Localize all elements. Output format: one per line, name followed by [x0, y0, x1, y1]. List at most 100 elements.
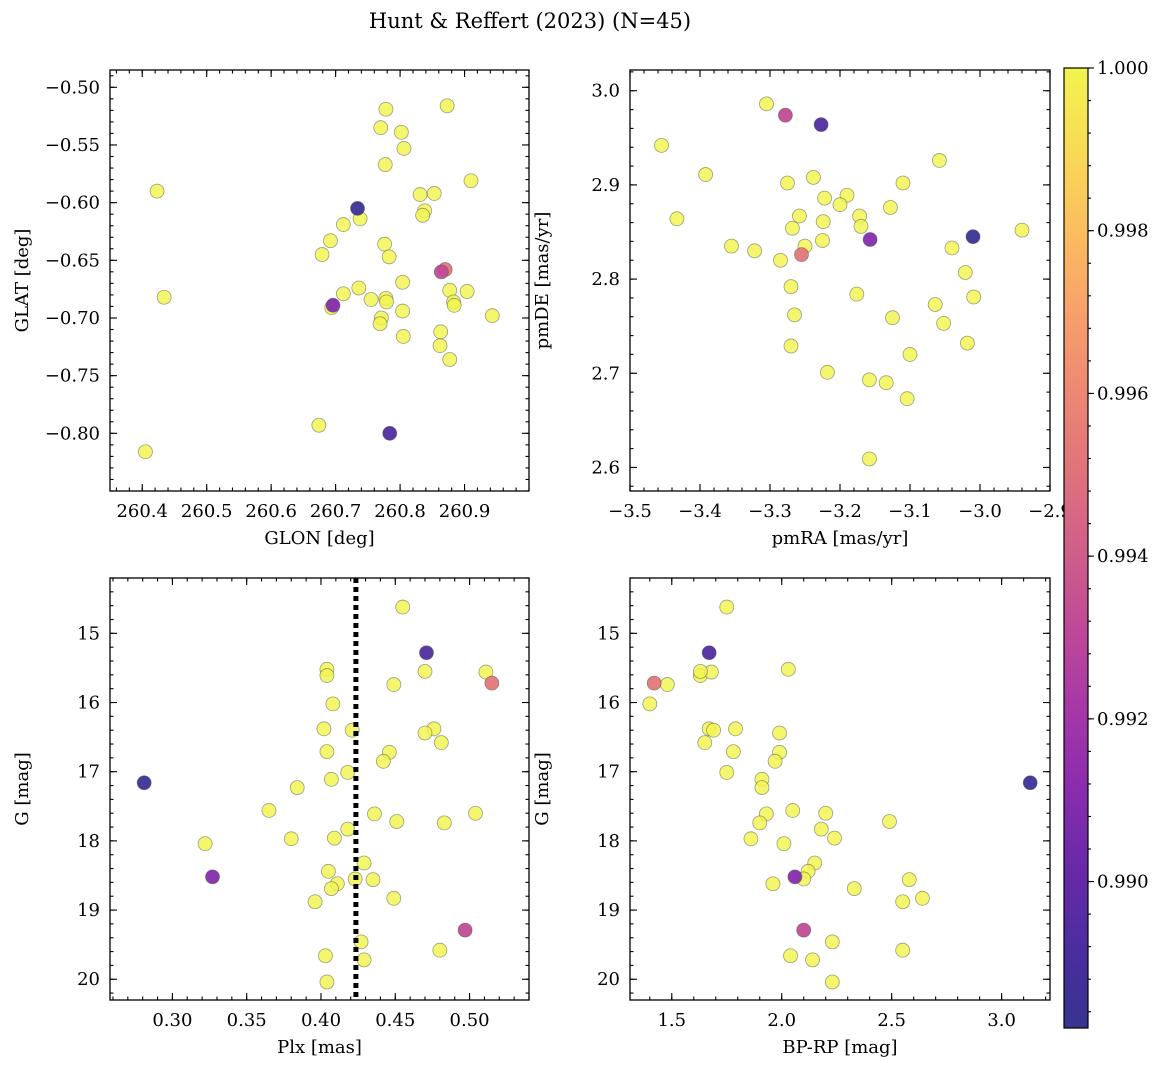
data-point	[773, 252, 788, 268]
x-tick-label: 2.0	[767, 1010, 796, 1031]
figure-title: Hunt & Reffert (2023) (N=45)	[369, 9, 691, 33]
data-point	[386, 890, 402, 906]
data-point	[817, 190, 832, 206]
data-point	[395, 274, 411, 290]
data-point	[463, 173, 479, 189]
data-point	[659, 677, 675, 692]
x-tick-label: −3.2	[818, 501, 862, 522]
y-tick-label: 2.9	[591, 175, 620, 196]
data-point	[382, 425, 398, 441]
data-point	[197, 836, 213, 852]
data-point	[138, 444, 153, 460]
data-point	[960, 335, 975, 351]
y-tick-label: 19	[597, 900, 620, 921]
data-point	[719, 764, 735, 780]
data-point	[759, 96, 774, 112]
data-point	[654, 137, 669, 153]
y-tick-label: −0.75	[45, 366, 100, 387]
data-point	[895, 894, 911, 910]
data-point	[381, 249, 397, 265]
x-tick-label: 260.7	[310, 501, 362, 522]
y-tick-label: 19	[77, 900, 100, 921]
data-point	[965, 229, 981, 245]
y-axis-label: pmDE [mas/yr]	[532, 212, 553, 350]
data-point	[375, 753, 391, 769]
y-tick-label: 15	[597, 623, 620, 644]
data-point	[314, 247, 330, 262]
data-point	[373, 120, 389, 136]
data-point	[698, 167, 713, 182]
data-point	[747, 243, 762, 259]
data-point	[824, 934, 840, 950]
data-point	[323, 771, 339, 787]
data-point	[706, 722, 721, 738]
data-point	[818, 805, 834, 821]
data-point	[915, 890, 930, 906]
data-point	[136, 775, 152, 791]
data-point	[778, 107, 793, 123]
data-point	[311, 417, 327, 433]
data-point	[377, 236, 393, 252]
data-point	[669, 211, 685, 227]
x-tick-label: 260.4	[116, 501, 168, 522]
data-point	[697, 735, 713, 751]
data-point	[323, 881, 339, 897]
data-point	[927, 297, 943, 312]
colorbar-tick-label: 0.990	[1097, 872, 1149, 893]
y-tick-label: 16	[77, 693, 100, 714]
x-tick-label: −3.4	[678, 501, 722, 522]
data-point	[813, 821, 829, 837]
data-point	[432, 942, 448, 958]
data-point	[395, 303, 411, 319]
data-point	[815, 214, 831, 230]
x-tick-label: −3.5	[608, 501, 652, 522]
y-tick-label: 17	[597, 762, 620, 783]
data-point	[743, 831, 759, 847]
data-point	[442, 352, 458, 367]
data-point	[902, 347, 918, 362]
data-point	[642, 696, 658, 712]
colorbar: 0.990 0.992 0.994 0.996 0.998 1.000	[1063, 58, 1149, 1029]
data-point	[767, 753, 783, 769]
data-point	[895, 942, 911, 958]
y-tick-label: −0.50	[45, 77, 100, 98]
data-point	[862, 372, 877, 388]
x-tick-label: 0.45	[375, 1010, 415, 1031]
data-point	[468, 805, 483, 821]
data-point	[395, 329, 411, 344]
data-point	[725, 744, 741, 760]
x-tick-label: 260.8	[374, 501, 426, 522]
colorbar-tick-label: 0.992	[1097, 709, 1149, 730]
data-point	[794, 247, 809, 262]
data-point	[957, 265, 973, 280]
x-tick-label: −2.9	[1028, 501, 1072, 522]
x-tick-label: 0.50	[450, 1010, 490, 1031]
x-tick-label: 260.6	[245, 501, 297, 522]
y-tick-label: 20	[77, 969, 100, 990]
panel-pos: 260.4 260.5 260.6 260.7 260.8 260.9 −0.50 −0.55…	[12, 69, 530, 549]
data-point	[752, 815, 768, 831]
data-point	[820, 364, 835, 380]
data-point	[363, 292, 379, 307]
data-point	[806, 169, 821, 185]
data-point	[335, 217, 351, 232]
data-point	[377, 157, 393, 172]
data-point	[484, 308, 500, 324]
colorbar-tick-label: 1.000	[1097, 58, 1149, 79]
data-point	[827, 830, 842, 846]
data-point	[885, 310, 900, 326]
y-tick-label: 16	[597, 693, 620, 714]
data-point	[335, 286, 351, 302]
data-point	[379, 294, 394, 310]
data-point	[307, 894, 323, 910]
data-point	[396, 141, 412, 156]
y-tick-label: 18	[597, 831, 620, 852]
data-point	[356, 855, 372, 871]
data-point	[289, 780, 305, 796]
axes-frame	[109, 577, 530, 1001]
x-axis-label: pmRA [mas/yr]	[772, 528, 909, 549]
data-point	[351, 280, 367, 296]
x-tick-label: 0.35	[227, 1010, 267, 1031]
y-axis-label: G [mag]	[532, 752, 553, 825]
